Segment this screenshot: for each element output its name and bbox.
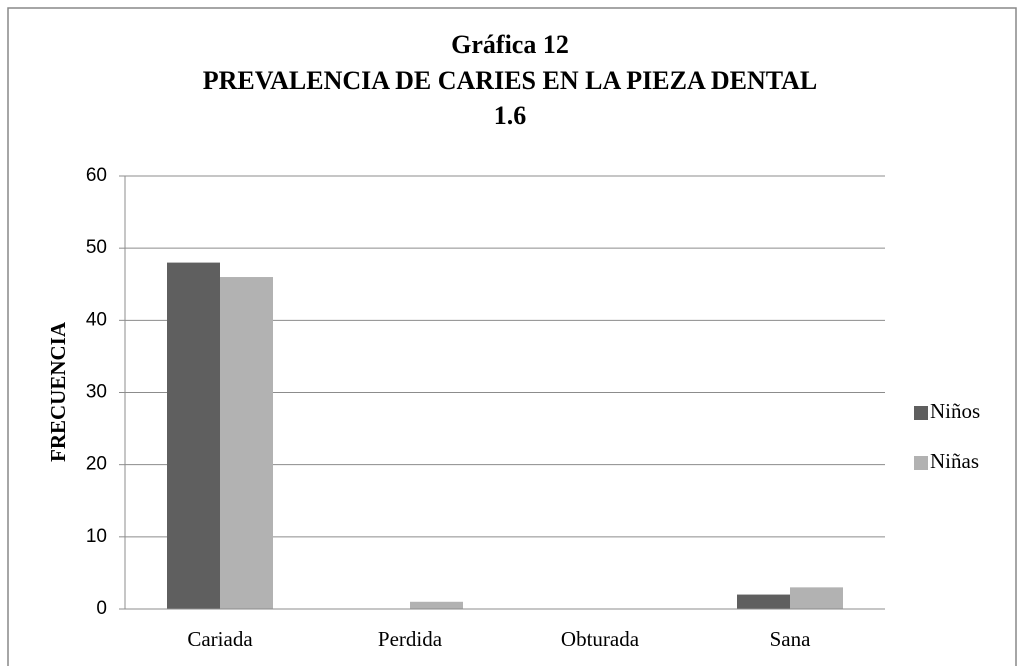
x-tick-label: Perdida [378,627,443,651]
y-tick-label: 10 [86,526,107,547]
bar [167,262,220,609]
y-tick-label: 40 [86,309,107,330]
chart-title: 1.6 [494,101,527,130]
bar [220,277,273,609]
chart-title: Gráfica 12 [451,30,569,59]
chart-title: PREVALENCIA DE CARIES EN LA PIEZA DENTAL [203,66,818,95]
y-tick-label: 60 [86,165,107,186]
y-axis-label: FRECUENCIA [46,321,70,462]
legend-label: Niños [930,399,980,423]
bar [410,601,463,609]
y-tick-label: 50 [86,237,107,258]
y-tick-label: 20 [86,454,107,475]
x-tick-label: Obturada [561,627,640,651]
x-tick-label: Cariada [187,627,253,651]
bar [737,594,790,609]
y-tick-label: 30 [86,382,107,403]
bar [790,587,843,609]
legend-label: Niñas [930,449,979,473]
y-tick-label: 0 [96,598,107,619]
x-tick-label: Sana [770,627,812,651]
legend-swatch [914,406,928,420]
legend-swatch [914,456,928,470]
